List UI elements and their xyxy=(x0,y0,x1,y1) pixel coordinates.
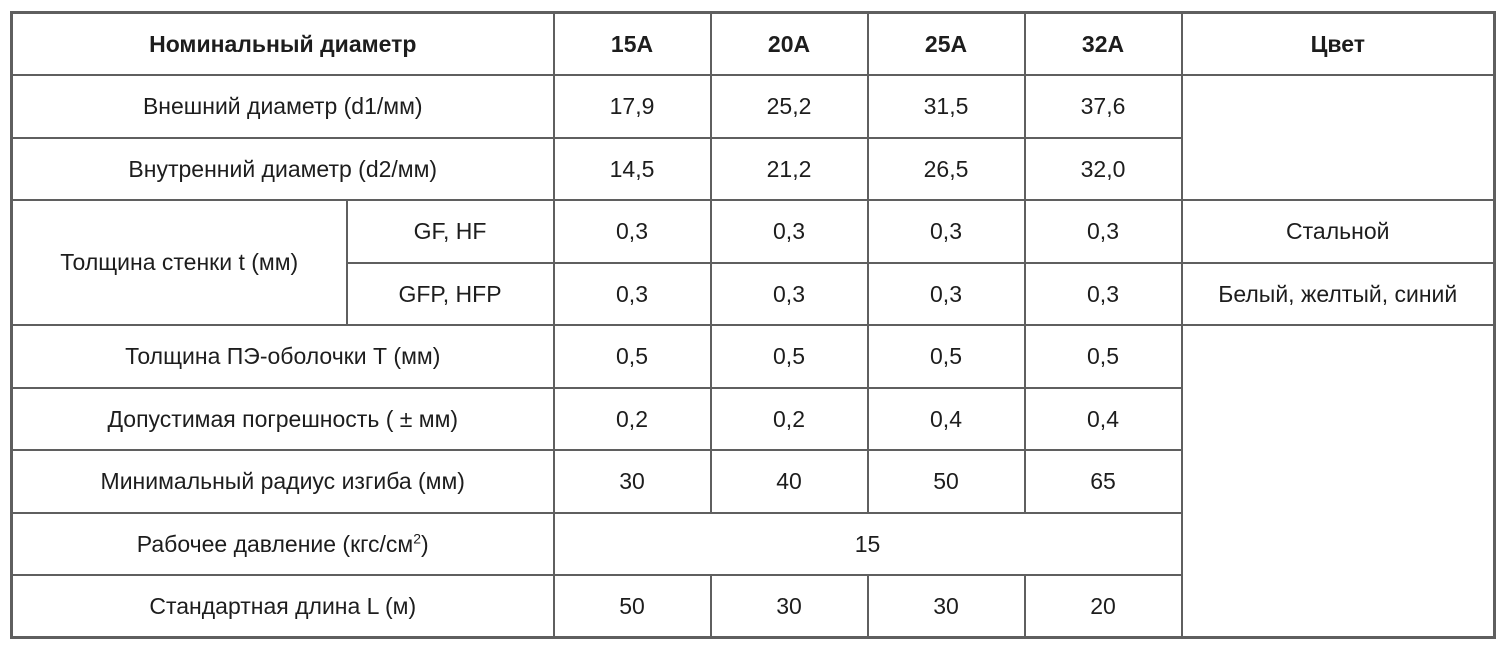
bend-radius-15a: 30 xyxy=(552,449,712,514)
inner-diameter-20a: 21,2 xyxy=(709,136,869,201)
tolerance-20a: 0,2 xyxy=(709,386,869,451)
wall-thickness-gfp-25a: 0,3 xyxy=(866,261,1026,326)
wall-thickness-gfp-20a: 0,3 xyxy=(709,261,869,326)
tolerance-15a: 0,2 xyxy=(552,386,712,451)
row-pe-shell-thickness: Толщина ПЭ-оболочки Т (мм) 0,5 0,5 0,5 0… xyxy=(10,324,1496,639)
wall-thickness-gfp-32a: 0,3 xyxy=(1023,261,1183,326)
tolerance-25a: 0,4 xyxy=(866,386,1026,451)
col-header-15a: 15A xyxy=(552,11,712,76)
inner-diameter-label: Внутренний диаметр (d2/мм) xyxy=(10,136,555,201)
working-pressure-label: Рабочее давление (кгс/см2) xyxy=(10,511,555,576)
working-pressure-label-text: Рабочее давление (кгс/см xyxy=(136,530,414,557)
pe-shell-20a: 0,5 xyxy=(709,324,869,389)
outer-diameter-label: Внешний диаметр (d1/мм) xyxy=(10,74,555,139)
bend-radius-25a: 50 xyxy=(866,449,1026,514)
wall-thickness-gf-32a: 0,3 xyxy=(1023,199,1183,264)
wall-thickness-gf-20a: 0,3 xyxy=(709,199,869,264)
standard-length-32a: 20 xyxy=(1023,574,1183,639)
outer-diameter-15a: 17,9 xyxy=(552,74,712,139)
outer-diameter-20a: 25,2 xyxy=(709,74,869,139)
row-inner-diameter: Внутренний диаметр (d2/мм) 14,5 21,2 26,… xyxy=(10,136,1495,201)
header-row: Номинальный диаметр 15A 20A 25A 32A Цвет xyxy=(10,11,1496,76)
wall-thickness-gfp-15a: 0,3 xyxy=(552,261,712,326)
row-tolerance: Допустимая погрешность ( ± мм) 0,2 0,2 0… xyxy=(10,386,1495,451)
outer-diameter-25a: 31,5 xyxy=(866,74,1026,139)
color-value-steel: Стальной xyxy=(1180,199,1496,264)
working-pressure-value: 15 xyxy=(552,511,1183,576)
row-wall-thickness-gf-hf: Толщина стенки t (мм) GF, HF 0,3 0,3 0,3… xyxy=(10,199,1496,326)
wall-thickness-label: Толщина стенки t (мм) xyxy=(10,199,348,326)
col-header-20a: 20A xyxy=(709,11,869,76)
tolerance-label: Допустимая погрешность ( ± мм) xyxy=(10,386,555,451)
bend-radius-label: Минимальный радиус изгиба (мм) xyxy=(10,449,555,514)
outer-diameter-32a: 37,6 xyxy=(1023,74,1183,139)
tolerance-32a: 0,4 xyxy=(1023,386,1183,451)
pe-shell-25a: 0,5 xyxy=(866,324,1026,389)
working-pressure-superscript: 2 xyxy=(413,529,422,546)
color-cell-empty-bottom xyxy=(1180,324,1496,639)
pe-shell-15a: 0,5 xyxy=(552,324,712,389)
bend-radius-32a: 65 xyxy=(1023,449,1183,514)
wall-thickness-gf-15a: 0,3 xyxy=(552,199,712,264)
pe-shell-label: Толщина ПЭ-оболочки Т (мм) xyxy=(10,324,555,389)
col-header-color: Цвет xyxy=(1180,11,1496,76)
inner-diameter-25a: 26,5 xyxy=(866,136,1026,201)
pipe-spec-table: Номинальный диаметр 15A 20A 25A 32A Цвет… xyxy=(10,11,1497,639)
color-cell-empty-top xyxy=(1180,74,1496,201)
row-bend-radius: Минимальный радиус изгиба (мм) 30 40 50 … xyxy=(10,449,1495,514)
standard-length-15a: 50 xyxy=(552,574,712,639)
wall-thickness-variant-gf-hf: GF, HF xyxy=(345,199,555,264)
pe-shell-32a: 0,5 xyxy=(1023,324,1183,389)
color-value-white-yellow-blue: Белый, желтый, синий xyxy=(1180,261,1496,326)
working-pressure-label-close: ) xyxy=(421,530,429,557)
spec-table-container: Номинальный диаметр 15A 20A 25A 32A Цвет… xyxy=(10,11,1497,639)
row-standard-length: Стандартная длина L (м) 50 30 30 20 xyxy=(10,574,1495,639)
row-wall-thickness-gfp-hfp: GFP, HFP 0,3 0,3 0,3 0,3 Белый, желтый, … xyxy=(12,261,1496,326)
row-outer-diameter: Внешний диаметр (d1/мм) 17,9 25,2 31,5 3… xyxy=(10,74,1496,201)
standard-length-20a: 30 xyxy=(709,574,869,639)
standard-length-label: Стандартная длина L (м) xyxy=(10,574,555,639)
bend-radius-20a: 40 xyxy=(709,449,869,514)
inner-diameter-32a: 32,0 xyxy=(1023,136,1183,201)
row-working-pressure: Рабочее давление (кгс/см2) 15 xyxy=(10,511,1495,576)
header-nominal-diameter: Номинальный диаметр xyxy=(10,11,555,76)
inner-diameter-15a: 14,5 xyxy=(552,136,712,201)
col-header-25a: 25A xyxy=(866,11,1026,76)
col-header-32a: 32A xyxy=(1023,11,1183,76)
standard-length-25a: 30 xyxy=(866,574,1026,639)
wall-thickness-variant-gfp-hfp: GFP, HFP xyxy=(345,261,555,326)
wall-thickness-gf-25a: 0,3 xyxy=(866,199,1026,264)
